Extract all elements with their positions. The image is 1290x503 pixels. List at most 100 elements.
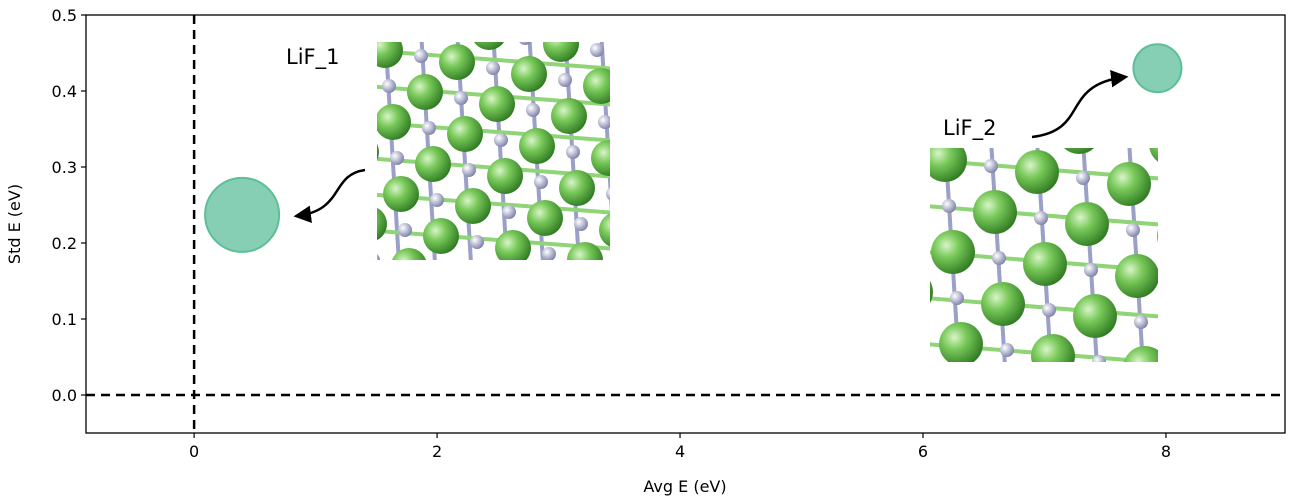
y-tick-label: 0.1 [52,310,77,329]
atom [518,31,532,45]
atom [542,247,556,261]
bond [365,338,630,358]
atom [510,277,524,291]
atom [663,152,699,188]
atom [439,44,475,80]
atom [631,182,667,218]
atom [486,61,500,75]
bond [673,30,688,280]
y-tick-label: 0.2 [52,234,77,253]
atom [647,326,683,362]
atom [462,163,476,177]
atom [359,278,395,314]
atom [478,307,492,321]
atom [502,205,516,219]
atom [646,229,660,243]
atom [655,80,691,116]
atom [383,176,419,212]
atom [599,212,635,248]
atom [1081,386,1125,430]
x-tick-label: 0 [189,442,199,461]
bond [925,206,1178,226]
atom [1199,174,1243,218]
x-tick-label: 8 [1161,442,1171,461]
atom [591,140,627,176]
atom [947,414,991,458]
atom [527,200,563,236]
atom [939,322,983,366]
bond [349,30,364,280]
atom [984,159,998,173]
atom [662,55,676,69]
point-label: LiF_2 [943,116,996,141]
atom [1034,211,1048,225]
atom [1000,343,1014,357]
atom [583,68,619,104]
atom [399,2,435,38]
x-tick-label: 2 [432,442,442,461]
atom [1168,183,1182,197]
atom [558,73,572,87]
atom [1073,294,1117,338]
atom [342,37,356,51]
atom [942,199,956,213]
bond [637,30,652,280]
atom [343,134,379,170]
atom [1223,450,1267,494]
atom [567,242,603,278]
atom [1057,110,1101,154]
atom [1118,131,1132,145]
atom [406,295,420,309]
bond [365,266,630,286]
atom [1076,171,1090,185]
atom [407,74,443,110]
atom [1107,162,1151,206]
x-tick-label: 4 [675,442,685,461]
bond [853,140,868,382]
structure-inset [313,0,724,362]
y-axis-label: Std E (eV) [5,184,24,264]
atom [678,199,692,213]
atom [1234,419,1248,433]
atom [1008,435,1022,449]
atom [950,291,964,305]
atom [414,49,428,63]
atom [574,217,588,231]
atom [1134,315,1148,329]
atom [881,178,925,222]
atom [327,0,363,26]
atom [551,98,587,134]
atom [511,56,547,92]
atom [1176,275,1190,289]
atom [598,115,612,129]
atom [454,91,468,105]
atom [391,248,427,284]
atom [479,86,515,122]
atom [1115,254,1159,298]
atom [494,133,508,147]
atom [614,259,628,273]
atom [931,230,975,274]
atom [559,170,595,206]
atom [582,289,596,303]
atom [615,38,651,74]
atom [503,302,539,338]
bond [925,436,1178,456]
atom [1210,143,1224,157]
atom [487,158,523,194]
atom [638,157,652,171]
atom [639,254,675,290]
y-tick-label: 0.0 [52,386,77,405]
atom [1126,223,1140,237]
atom [873,86,917,130]
atom [438,265,452,279]
y-tick-label: 0.4 [52,82,77,101]
atom [495,230,531,266]
bond [925,390,1178,410]
atom [566,145,580,159]
atom [981,282,1025,326]
atom [455,188,491,224]
atom [1226,327,1240,341]
atom [973,190,1017,234]
atom [607,284,643,320]
